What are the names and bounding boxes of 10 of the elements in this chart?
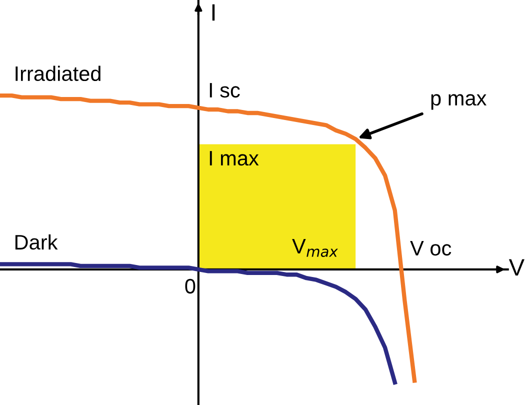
annotation: V oc	[410, 241, 452, 256]
annotation: V$_{max}$	[292, 239, 338, 257]
series-label: Dark	[15, 234, 58, 250]
x-axis-title: V	[508, 259, 524, 276]
annotation: I max	[210, 151, 259, 166]
annotation: 0	[185, 278, 196, 294]
annotation: p max	[431, 94, 487, 110]
series-label: Irradiated	[16, 66, 100, 82]
annotation: I sc	[210, 83, 240, 98]
y-axis-title: I	[212, 4, 215, 21]
